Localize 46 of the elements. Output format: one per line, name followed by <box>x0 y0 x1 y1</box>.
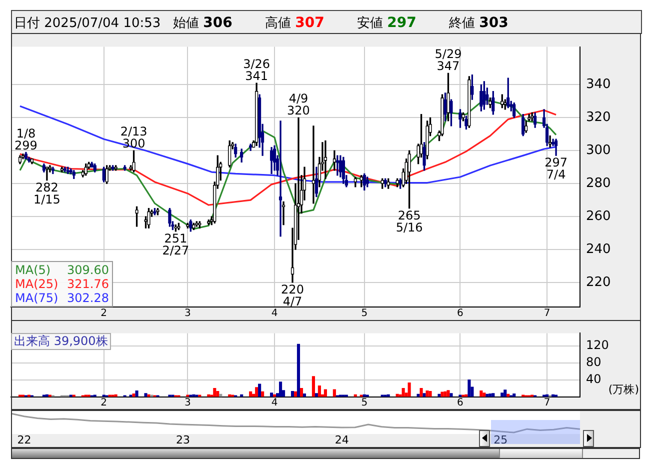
x-tick-label: 3 <box>184 397 191 408</box>
annotation: 5/29 347 <box>434 47 462 74</box>
annotation: 297 7/4 <box>544 156 568 182</box>
x-tick-label: 25 <box>494 433 508 446</box>
text: 始値 306 <box>173 15 232 31</box>
y-tick-label: 120 <box>586 338 609 352</box>
y-axis-title: (万株) <box>608 383 639 396</box>
text: 高値 307 <box>265 15 324 31</box>
annotation: 220 4/7 <box>281 282 304 309</box>
x-tick-label: 24 <box>334 433 349 446</box>
text: MA(25) 321.76 <box>15 277 109 292</box>
annotation: 265 5/16 <box>396 208 423 234</box>
annotation: 3/26 341 <box>243 57 270 84</box>
y-tick-label: 300 <box>586 143 611 158</box>
annotation: 282 1/15 <box>33 180 60 206</box>
y-tick-label: 40 <box>586 372 602 386</box>
annotation: 4/9 320 <box>287 92 310 118</box>
x-tick-label: 6 <box>457 397 464 408</box>
annotation: 2/13 300 <box>120 124 148 151</box>
y-tick-label: 280 <box>586 176 611 191</box>
text: MA(5) 309.60 <box>15 263 109 278</box>
text: 終値 303 <box>449 15 508 31</box>
x-tick-label: 7 <box>544 397 550 408</box>
x-tick-label: 23 <box>176 433 190 446</box>
chart-title: 日付 2025/07/04 10:53 <box>14 15 161 32</box>
x-tick-label: 3 <box>184 308 191 319</box>
y-tick-label: 340 <box>586 77 611 92</box>
y-tick-label: 80 <box>586 355 602 370</box>
x-tick-label: 7 <box>544 308 550 319</box>
x-tick-label: 6 <box>457 308 464 319</box>
x-tick-label: 5 <box>361 397 368 408</box>
chart-title: 出来高 39,900株 <box>11 333 111 350</box>
x-tick-label: 5 <box>361 308 368 319</box>
y-tick-label: 220 <box>586 274 611 290</box>
text: 安値 297 <box>357 15 416 31</box>
y-tick-label: 240 <box>586 242 611 257</box>
y-tick-label: 320 <box>586 110 611 126</box>
annotation: 251 2/27 <box>162 232 190 258</box>
x-tick-label: 2 <box>100 397 108 408</box>
x-tick-label: 4 <box>271 308 278 319</box>
x-tick-label: 2 <box>100 308 108 319</box>
x-tick-label: 4 <box>271 397 278 408</box>
annotation: 1/8 299 <box>14 126 38 152</box>
y-tick-label: 260 <box>586 208 611 224</box>
x-tick-label: 22 <box>17 433 32 446</box>
text: MA(75) 302.28 <box>15 291 109 306</box>
